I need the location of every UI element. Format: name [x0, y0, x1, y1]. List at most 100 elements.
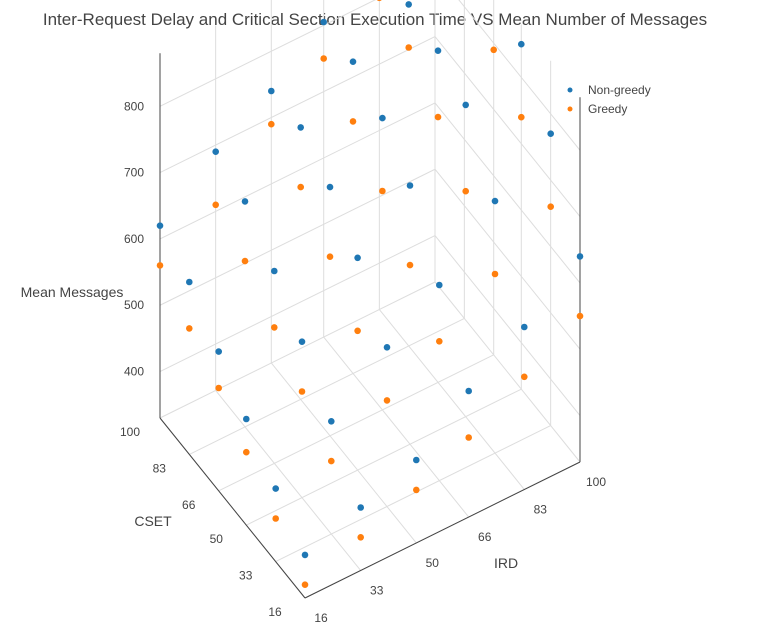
data-point-non-greedy[interactable]: [268, 87, 275, 95]
data-point-non-greedy[interactable]: [405, 1, 413, 8]
data-point-non-greedy[interactable]: [518, 40, 525, 48]
data-point-non-greedy[interactable]: [576, 253, 584, 260]
data-point-greedy[interactable]: [462, 187, 470, 195]
floor-gridline: [159, 281, 436, 419]
data-point-greedy[interactable]: [354, 327, 361, 335]
floor-gridline: [275, 425, 551, 563]
data-point-non-greedy[interactable]: [326, 183, 334, 191]
data-point-non-greedy[interactable]: [462, 101, 470, 109]
data-point-greedy[interactable]: [298, 388, 306, 395]
data-point-greedy[interactable]: [243, 448, 250, 456]
legend-label-greedy: Greedy: [588, 102, 627, 116]
data-point-non-greedy[interactable]: [243, 415, 250, 423]
data-point-greedy[interactable]: [413, 486, 420, 494]
data-point-greedy[interactable]: [521, 373, 528, 381]
data-point-greedy[interactable]: [379, 187, 386, 195]
legend-item-greedy[interactable]: Greedy: [567, 102, 628, 116]
data-point-non-greedy[interactable]: [413, 456, 420, 464]
x-axis-title: IRD: [494, 555, 518, 571]
data-point-greedy[interactable]: [328, 457, 335, 465]
x-axis-line: [304, 461, 581, 599]
z-axis-title: Mean Messages: [21, 284, 124, 300]
data-point-greedy[interactable]: [241, 257, 249, 265]
data-point-non-greedy[interactable]: [215, 348, 222, 355]
floor-gridline: [218, 354, 494, 492]
x-tick-label: 16: [314, 611, 328, 625]
data-point-non-greedy[interactable]: [297, 124, 305, 131]
grid-layer: [159, 0, 581, 599]
legend[interactable]: Non-greedy Greedy: [567, 83, 651, 116]
data-point-non-greedy[interactable]: [349, 58, 357, 65]
data-point-non-greedy[interactable]: [156, 222, 164, 229]
data-point-greedy[interactable]: [326, 253, 334, 260]
data-point-non-greedy[interactable]: [328, 418, 335, 425]
data-point-greedy[interactable]: [434, 113, 442, 121]
data-point-greedy[interactable]: [268, 120, 275, 128]
data-point-greedy[interactable]: [320, 55, 328, 62]
wall-gridline: [159, 235, 436, 373]
data-point-greedy[interactable]: [518, 113, 525, 121]
data-point-non-greedy[interactable]: [436, 281, 443, 289]
data-point-greedy[interactable]: [357, 534, 365, 541]
floor-gridline: [189, 317, 465, 455]
data-point-non-greedy[interactable]: [272, 485, 280, 492]
data-point-greedy[interactable]: [490, 46, 498, 54]
data-point-non-greedy[interactable]: [301, 551, 309, 559]
wall-gridline: [434, 102, 581, 284]
data-point-non-greedy[interactable]: [271, 267, 278, 275]
y-axis-title: CSET: [134, 513, 172, 529]
data-point-greedy[interactable]: [301, 581, 309, 588]
data-point-greedy[interactable]: [383, 397, 391, 404]
z-tick-label: 700: [124, 166, 144, 180]
data-point-non-greedy[interactable]: [186, 278, 193, 286]
data-point-non-greedy[interactable]: [212, 148, 219, 155]
data-point-greedy[interactable]: [271, 324, 278, 331]
data-point-greedy[interactable]: [491, 270, 499, 278]
data-point-non-greedy[interactable]: [491, 197, 499, 205]
data-point-greedy[interactable]: [436, 338, 443, 345]
chart-title: Inter-Request Delay and Critical Section…: [43, 10, 707, 29]
data-point-non-greedy[interactable]: [298, 338, 306, 346]
data-point-greedy[interactable]: [215, 384, 222, 392]
data-point-greedy[interactable]: [186, 325, 193, 332]
y-tick-label: 66: [182, 498, 196, 512]
data-point-non-greedy[interactable]: [465, 387, 473, 395]
wall-gridline: [434, 36, 581, 217]
data-point-non-greedy[interactable]: [406, 182, 414, 189]
x-tick-label: 50: [426, 556, 440, 570]
wall-gridline: [434, 235, 581, 416]
data-point-greedy[interactable]: [406, 261, 414, 269]
data-point-greedy[interactable]: [212, 201, 219, 209]
data-point-greedy[interactable]: [376, 0, 383, 2]
floor-gridline: [246, 388, 522, 526]
data-point-non-greedy[interactable]: [320, 18, 328, 26]
data-point-non-greedy[interactable]: [241, 198, 249, 205]
floor-gridline: [215, 390, 362, 571]
data-point-greedy[interactable]: [297, 183, 305, 191]
data-point-non-greedy[interactable]: [383, 344, 391, 351]
data-point-greedy[interactable]: [547, 203, 554, 210]
floor-gridline: [434, 281, 581, 463]
data-point-non-greedy[interactable]: [354, 254, 361, 262]
z-tick-label: 500: [124, 298, 144, 312]
data-point-greedy[interactable]: [465, 434, 473, 441]
data-point-non-greedy[interactable]: [357, 504, 365, 511]
data-point-non-greedy[interactable]: [434, 47, 442, 54]
axis-edges: [159, 53, 581, 599]
data-point-non-greedy[interactable]: [379, 114, 386, 122]
floor-gridline: [378, 309, 525, 490]
legend-marker-non-greedy: [567, 87, 573, 93]
floor-gridline: [270, 362, 417, 544]
wall-gridline: [159, 102, 436, 240]
data-point-greedy[interactable]: [272, 515, 280, 522]
data-point-greedy[interactable]: [576, 312, 584, 320]
data-point-non-greedy[interactable]: [521, 323, 528, 331]
data-point-greedy[interactable]: [156, 262, 164, 269]
data-point-greedy[interactable]: [405, 44, 413, 51]
y-tick-label: 100: [120, 425, 140, 439]
data-point-non-greedy[interactable]: [547, 130, 554, 137]
data-point-greedy[interactable]: [349, 118, 357, 125]
legend-item-non-greedy[interactable]: Non-greedy: [567, 83, 651, 97]
